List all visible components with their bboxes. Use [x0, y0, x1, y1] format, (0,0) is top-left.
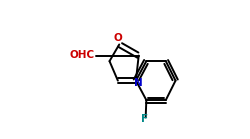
- Text: N: N: [133, 78, 142, 88]
- Text: O: O: [114, 33, 122, 43]
- Text: OHC: OHC: [70, 50, 94, 60]
- Text: F: F: [141, 114, 148, 124]
